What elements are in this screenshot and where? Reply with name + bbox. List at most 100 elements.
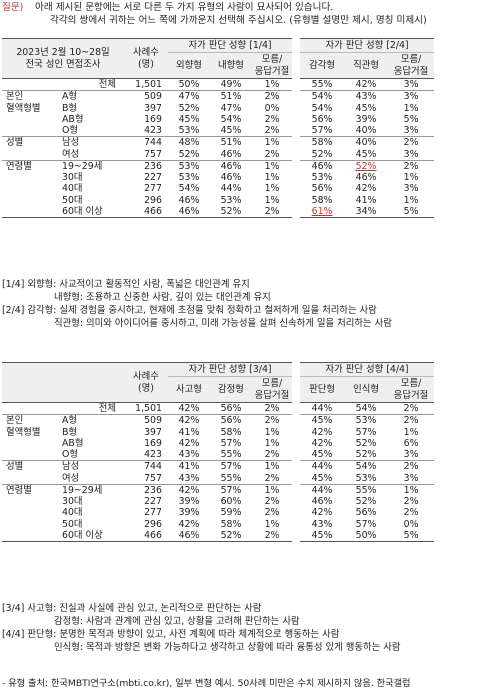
value-cell: 55% (311, 79, 333, 90)
sample-size: 466 (124, 530, 168, 543)
value-cell: 55% (220, 449, 242, 461)
row-label: 40대 (62, 183, 83, 195)
table-row: AB형 169 42% 57% 1% 42% 52% 6% (2, 437, 487, 450)
value-cell: 42% (168, 414, 210, 427)
sample-size: 169 (144, 113, 162, 125)
value-cell: 2% (403, 403, 419, 414)
row-group (2, 172, 58, 183)
col-header: 직관형 (344, 52, 389, 79)
row-label: 전체 (2, 402, 124, 416)
sample-size: 423 (144, 125, 162, 137)
value-cell: 2% (264, 148, 280, 160)
value-cell: 39% (355, 113, 377, 125)
col-header: 인식형 (344, 376, 389, 403)
value-cell: 1% (264, 172, 280, 184)
value-cell: 46% (178, 194, 200, 206)
value-cell: 3% (403, 183, 419, 195)
row-group (2, 507, 58, 518)
value-cell: 53% (311, 172, 333, 184)
value-cell: 44% (311, 484, 333, 496)
row-label: 남성 (58, 136, 124, 149)
value-cell: 45% (355, 102, 377, 114)
value-cell: 41% (178, 426, 200, 438)
source-note: - 유형 출처: 한국MBTI연구소(mbti.co.kr), 일부 변형 예시… (2, 678, 411, 689)
value-cell: 52% (311, 148, 333, 160)
value-cell: 2% (403, 137, 419, 149)
row-label: O형 (62, 125, 79, 137)
note-line: 직관형: 의미와 아이디어를 중시하고, 미래 가능성을 살펴 신속하게 일을 … (54, 318, 392, 329)
row-label: B형 (62, 102, 78, 114)
value-cell: 42% (355, 183, 377, 195)
value-cell: 1% (403, 426, 419, 438)
value-cell: 57% (220, 437, 242, 449)
question-line-1: 아래 제시된 문항에는 서로 다른 두 가지 유형의 사람이 묘사되어 있습니다… (35, 2, 334, 13)
value-cell: 1% (264, 194, 280, 206)
row-group (2, 114, 58, 125)
value-cell: 57% (355, 426, 377, 438)
value-cell: 3% (403, 91, 419, 103)
value-cell: 53% (178, 125, 200, 137)
table-row: 혈액형별 B형 397 41% 58% 1% 42% 57% 1% (2, 426, 487, 438)
value-cell: 2% (264, 496, 280, 508)
row-group (2, 449, 58, 461)
value-cell: 45% (311, 472, 333, 484)
col-header-dk: 모름/응답거절 (252, 376, 293, 403)
value-cell: 45% (178, 113, 200, 125)
row-label: 19~29세 (58, 159, 124, 172)
value-cell: 1% (252, 136, 293, 149)
sample-size: 757 (144, 472, 162, 484)
value-cell: 2% (252, 530, 293, 543)
value-cell: 41% (355, 194, 377, 206)
sample-size: 227 (144, 496, 162, 508)
row-group (2, 125, 58, 137)
value-cell: 5% (403, 113, 419, 125)
value-cell: 39% (178, 507, 200, 519)
value-cell: 58% (311, 137, 333, 149)
value-cell: 54% (355, 403, 377, 414)
value-cell: 54% (178, 183, 200, 195)
value-cell: 54% (220, 113, 242, 125)
value-cell: 42% (168, 483, 210, 496)
value-cell: 59% (220, 507, 242, 519)
value-cell: 50% (355, 530, 377, 542)
value-cell: 3% (403, 125, 419, 137)
value-cell: 1% (403, 102, 419, 114)
sample-size: 236 (124, 483, 168, 496)
value-cell: 1% (264, 437, 280, 449)
sample-size-header-line-2: (명) (138, 58, 154, 70)
table-row: 여성 757 52% 46% 2% 52% 45% 3% (2, 148, 487, 161)
sample-size: 509 (124, 414, 168, 427)
sample-size: 1,501 (124, 402, 168, 416)
value-cell: 1% (264, 183, 280, 195)
value-cell: 56% (210, 414, 252, 427)
table-row: 혈액형별 B형 397 52% 47% 0% 54% 45% 1% (2, 102, 487, 114)
sample-size-header: 사례수 (명) (124, 362, 168, 403)
sample-size: 296 (144, 194, 162, 206)
col-header-dk-line-1: 모름/ (400, 378, 422, 390)
table-row: 성별 남성 744 48% 51% 1% 58% 40% 2% (2, 136, 487, 149)
value-cell: 51% (210, 90, 252, 103)
sample-size-header-line-2: (명) (138, 382, 154, 394)
value-cell: 58% (220, 426, 242, 438)
row-label: A형 (58, 414, 124, 427)
row-label: 50대 (62, 194, 83, 206)
row-group (2, 473, 58, 485)
note-line: 인식형: 목적과 방향은 변화 가능하다고 생각하고 상황에 따라 융통성 있게… (54, 642, 401, 653)
sample-size: 169 (144, 437, 162, 449)
value-cell: 2% (264, 449, 280, 461)
value-cell: 42% (178, 518, 200, 530)
value-cell: 5% (403, 530, 419, 542)
value-cell: 1% (403, 484, 419, 496)
row-label: 50대 (62, 518, 83, 530)
value-cell: 3% (403, 79, 419, 90)
value-cell: 2% (403, 160, 419, 172)
sample-size: 236 (124, 159, 168, 172)
value-cell: 47% (168, 90, 210, 103)
value-cell: 52% (210, 206, 252, 219)
row-group: 연령별 (2, 159, 58, 172)
value-cell: 52% (355, 496, 377, 508)
table-row: 전체 1,501 50% 49% 1% 55% 42% 3% (2, 78, 487, 92)
row-group: 연령별 (2, 483, 58, 496)
sample-size: 1,501 (124, 78, 168, 92)
row-group (2, 206, 58, 219)
